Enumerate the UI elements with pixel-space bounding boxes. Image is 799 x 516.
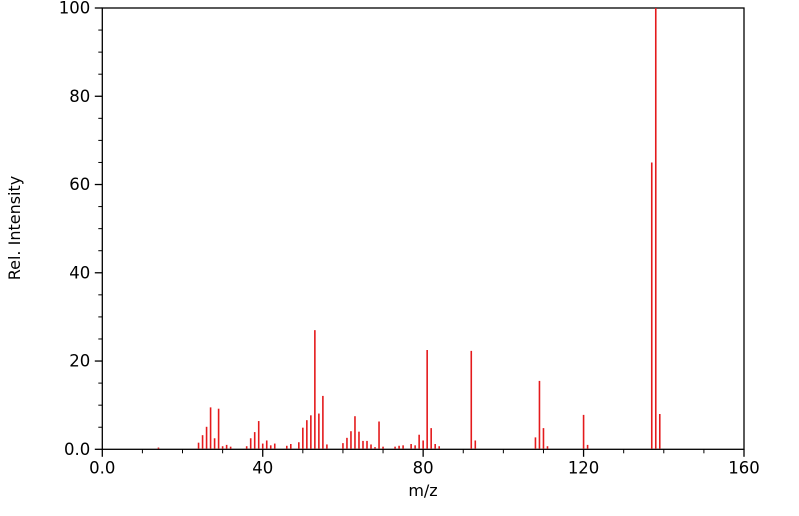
y-tick-label: 20 — [69, 352, 90, 371]
x-tick-label: 160 — [728, 458, 760, 477]
x-tick-label: 40 — [252, 458, 273, 477]
y-tick-label: 100 — [59, 0, 91, 18]
y-tick-label: 40 — [69, 263, 90, 282]
plot-frame — [101, 7, 745, 450]
y-axis-label: Rel. Intensity — [5, 175, 24, 281]
y-tick-label: 80 — [69, 87, 90, 106]
x-tick-label: 80 — [413, 458, 434, 477]
y-tick-label: 0.0 — [64, 440, 90, 459]
x-tick-label: 120 — [568, 458, 600, 477]
y-tick-label: 60 — [69, 175, 90, 194]
x-axis-label: m/z — [408, 481, 438, 500]
x-tick-label: 0.0 — [89, 458, 115, 477]
